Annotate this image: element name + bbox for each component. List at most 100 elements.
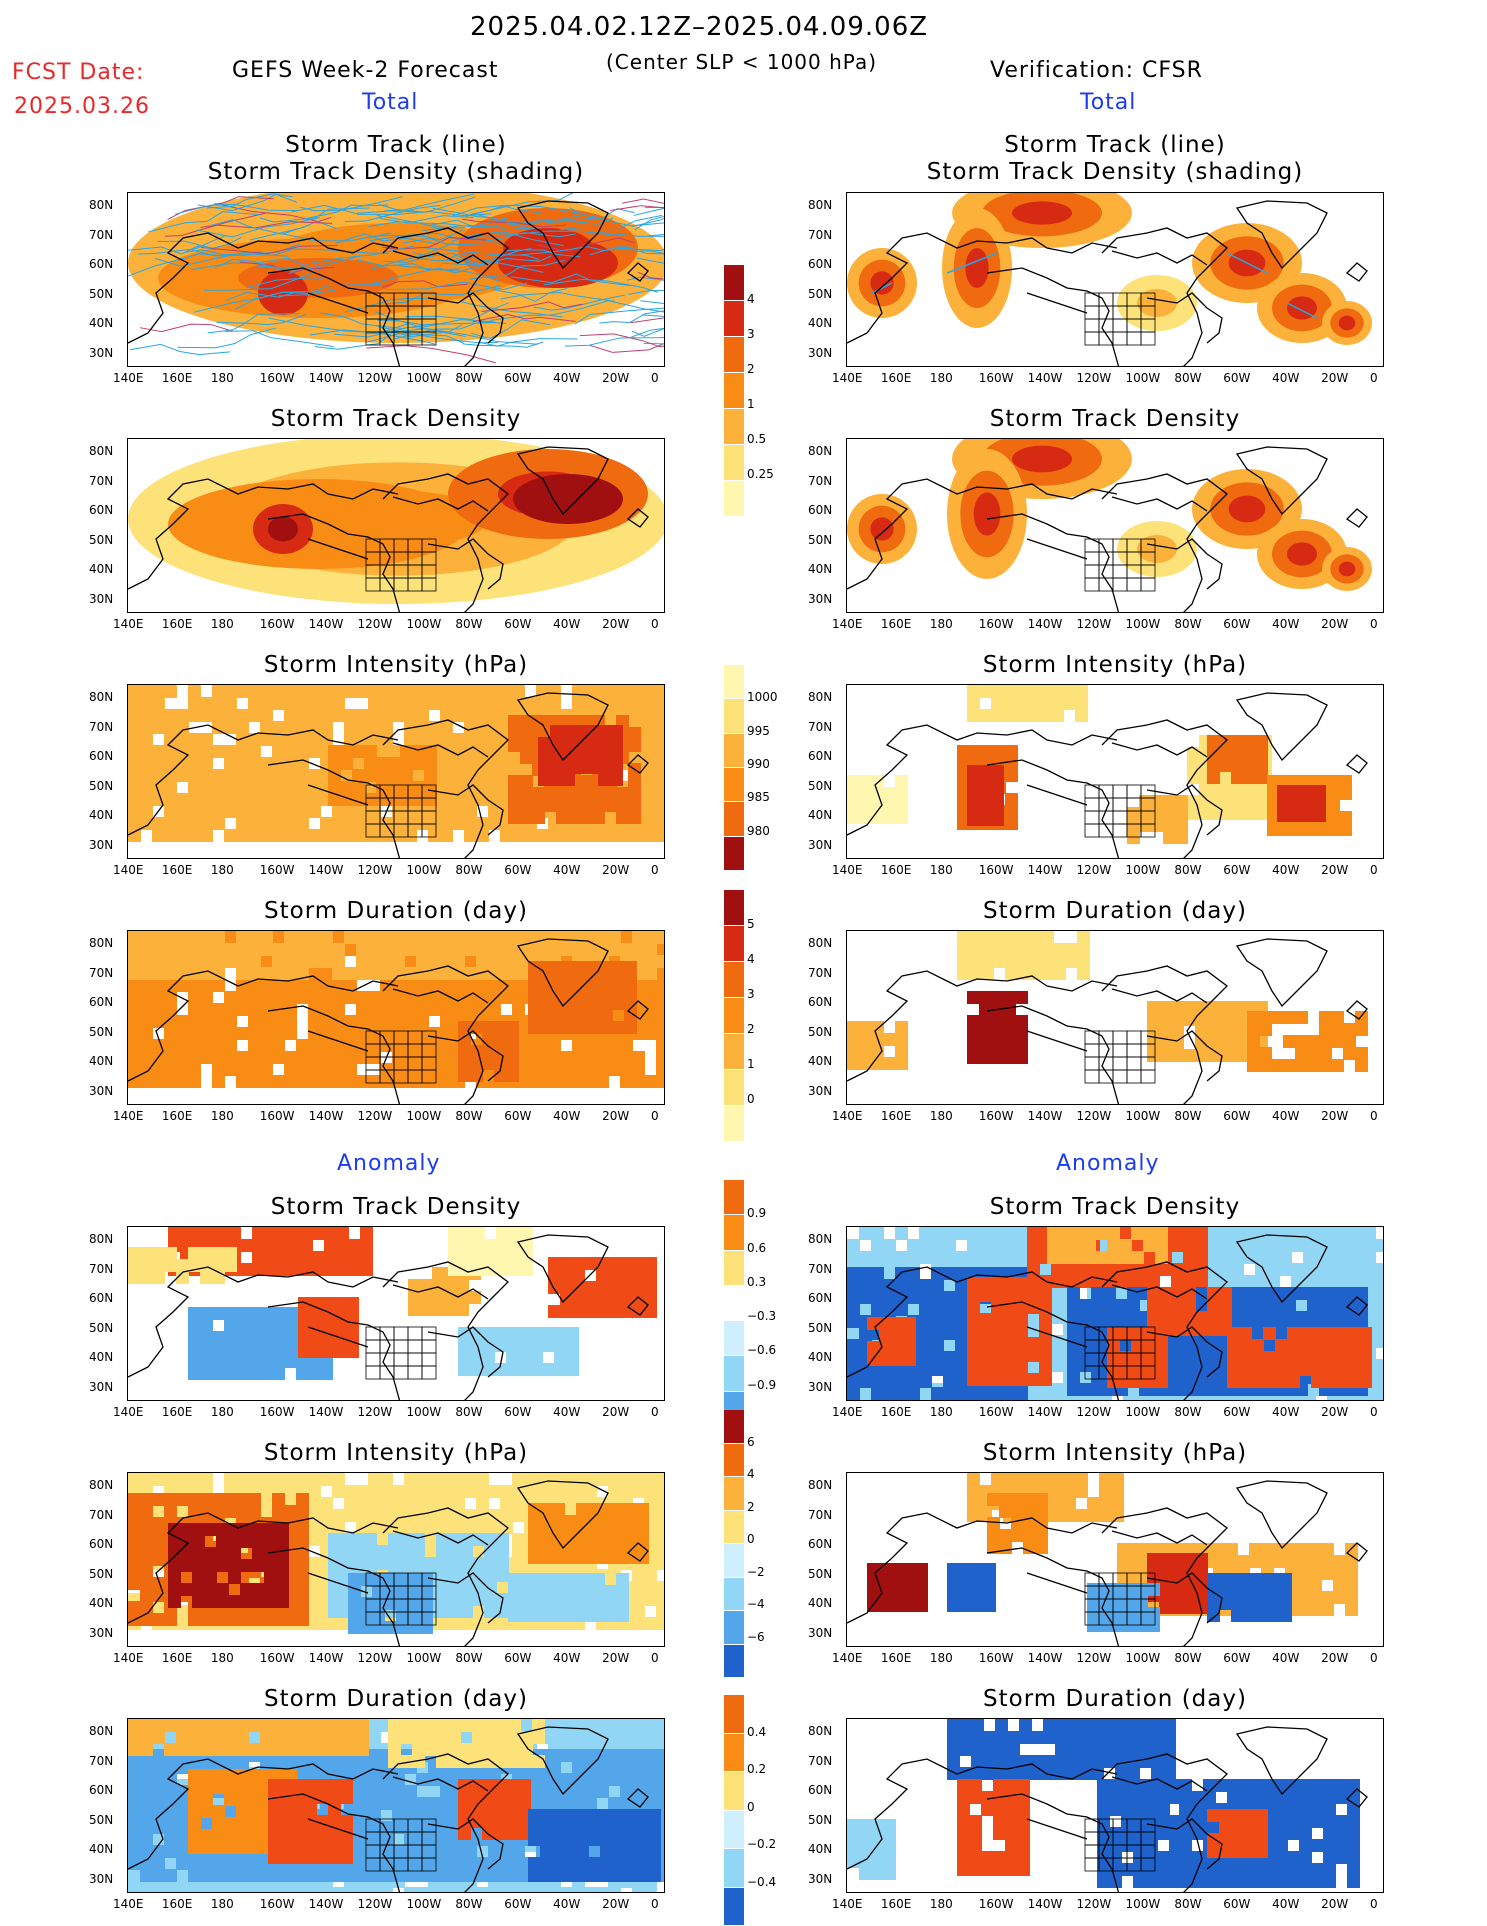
lon-tick: 140W <box>1027 1651 1063 1665</box>
lon-tick: 40W <box>553 1651 581 1665</box>
right-column-title: Verification: CFSR <box>990 58 1203 83</box>
lat-tick: 70N <box>89 227 114 242</box>
lat-tick: 50N <box>808 532 833 547</box>
fcst-date-value: 2025.03.26 <box>14 94 150 119</box>
lat-tick: 40N <box>808 808 833 822</box>
lon-tick: 180 <box>929 371 953 385</box>
lon-tick: 60W <box>1223 1405 1251 1419</box>
lon-tick: 180 <box>210 1897 234 1911</box>
colorbar-label: 0 <box>747 1532 755 1546</box>
colorbar-density-total <box>724 265 744 517</box>
lon-tick: 60W <box>1223 1897 1251 1911</box>
lat-tick: 70N <box>808 965 833 980</box>
lon-tick: 160E <box>880 1405 912 1419</box>
lon-tick: 100W <box>406 1651 442 1665</box>
lon-tick: 0 <box>651 1405 659 1419</box>
lon-tick: 80W <box>455 863 483 877</box>
lon-tick: 120W <box>357 1651 393 1665</box>
lon-tick: 40W <box>1272 1897 1300 1911</box>
lat-tick: 30N <box>808 591 833 606</box>
lon-tick: 40W <box>553 1897 581 1911</box>
map-panel-r0-gefs <box>127 192 665 367</box>
lon-tick: 60W <box>1223 1109 1251 1123</box>
lon-tick: 80W <box>1174 371 1202 385</box>
lat-tick: 30N <box>89 1083 114 1098</box>
lat-tick: 60N <box>89 1537 114 1551</box>
lon-tick: 140W <box>308 1651 344 1665</box>
lon-tick: 120W <box>1076 1405 1112 1419</box>
lon-tick: 160W <box>978 1897 1014 1911</box>
colorbar-label: 0.3 <box>747 1274 767 1289</box>
lat-tick: 30N <box>89 1379 114 1394</box>
lon-tick: 40W <box>1272 371 1300 385</box>
lon-tick: 140E <box>113 1651 144 1665</box>
lon-tick: 180 <box>210 1651 234 1665</box>
lat-tick: 70N <box>808 473 833 488</box>
lon-tick: 20W <box>1321 617 1349 631</box>
lat-tick: 30N <box>89 1625 114 1640</box>
lon-tick: 140W <box>308 371 344 385</box>
lat-tick: 50N <box>89 532 114 547</box>
lon-tick: 0 <box>1370 1897 1378 1911</box>
map-panel-r6-gefs <box>127 1718 665 1893</box>
lon-tick: 20W <box>602 617 630 631</box>
lon-tick: 160E <box>880 1651 912 1665</box>
colorbar-label: 980 <box>747 823 770 838</box>
colorbar-label: −0.4 <box>747 1874 777 1889</box>
lat-tick: 40N <box>808 562 833 576</box>
lon-tick: 120W <box>357 1405 393 1419</box>
lon-tick: 140E <box>832 1651 863 1665</box>
lat-tick: 70N <box>89 1753 114 1768</box>
lat-tick: 80N <box>89 690 114 704</box>
lon-tick: 20W <box>1321 1897 1349 1911</box>
lon-tick: 160W <box>259 1897 295 1911</box>
panel-title-duration-gefs: Storm Duration (day) <box>264 898 528 924</box>
lat-tick: 80N <box>89 444 114 458</box>
map-panel-r4-gefs <box>127 1226 665 1401</box>
lon-tick: 140W <box>1027 1405 1063 1419</box>
lon-tick: 160W <box>259 617 295 631</box>
lon-tick: 160W <box>978 863 1014 877</box>
lat-tick: 70N <box>808 227 833 242</box>
lon-tick: 180 <box>929 1897 953 1911</box>
lon-tick: 120W <box>357 863 393 877</box>
lon-tick: 160E <box>161 1897 193 1911</box>
lon-tick: 40W <box>1272 1651 1300 1665</box>
lon-tick: 100W <box>406 617 442 631</box>
lat-tick: 40N <box>89 1350 114 1364</box>
lon-tick: 40W <box>1272 617 1300 631</box>
lat-tick: 60N <box>808 995 833 1009</box>
lon-tick: 60W <box>504 617 532 631</box>
fcst-date-label: FCST Date: <box>12 60 145 85</box>
lat-tick: 30N <box>89 837 114 852</box>
map-panel-r6-cfsr <box>846 1718 1384 1893</box>
lon-tick: 80W <box>1174 1405 1202 1419</box>
lat-tick: 80N <box>89 936 114 950</box>
section-total-left: Total <box>362 90 419 115</box>
lon-tick: 20W <box>1321 1651 1349 1665</box>
lon-tick: 20W <box>602 371 630 385</box>
lon-tick: 0 <box>1370 1405 1378 1419</box>
lon-tick: 100W <box>1125 1897 1161 1911</box>
map-panel-r2-gefs <box>127 684 665 859</box>
lon-tick: 160W <box>978 1109 1014 1123</box>
lat-tick: 40N <box>808 1596 833 1610</box>
lon-tick: 80W <box>1174 1651 1202 1665</box>
lon-tick: 140W <box>1027 1109 1063 1123</box>
lon-tick: 100W <box>1125 617 1161 631</box>
lon-tick: 100W <box>1125 1651 1161 1665</box>
colorbar-label: −0.9 <box>747 1377 777 1392</box>
colorbar-label: 0.2 <box>747 1762 767 1776</box>
date-range-title: 2025.04.02.12Z–2025.04.09.06Z <box>470 12 929 42</box>
lon-tick: 160W <box>259 1405 295 1419</box>
lat-tick: 50N <box>89 286 114 301</box>
map-panel-r5-cfsr <box>846 1472 1384 1647</box>
lon-tick: 0 <box>1370 1651 1378 1665</box>
lon-tick: 40W <box>1272 863 1300 877</box>
panel-title-intensity-gefs: Storm Intensity (hPa) <box>263 652 529 678</box>
lon-tick: 0 <box>1370 617 1378 631</box>
lon-tick: 40W <box>1272 1405 1300 1419</box>
colorbar-label: −0.6 <box>747 1343 777 1358</box>
lon-tick: 40W <box>553 371 581 385</box>
lon-tick: 140E <box>113 617 144 631</box>
